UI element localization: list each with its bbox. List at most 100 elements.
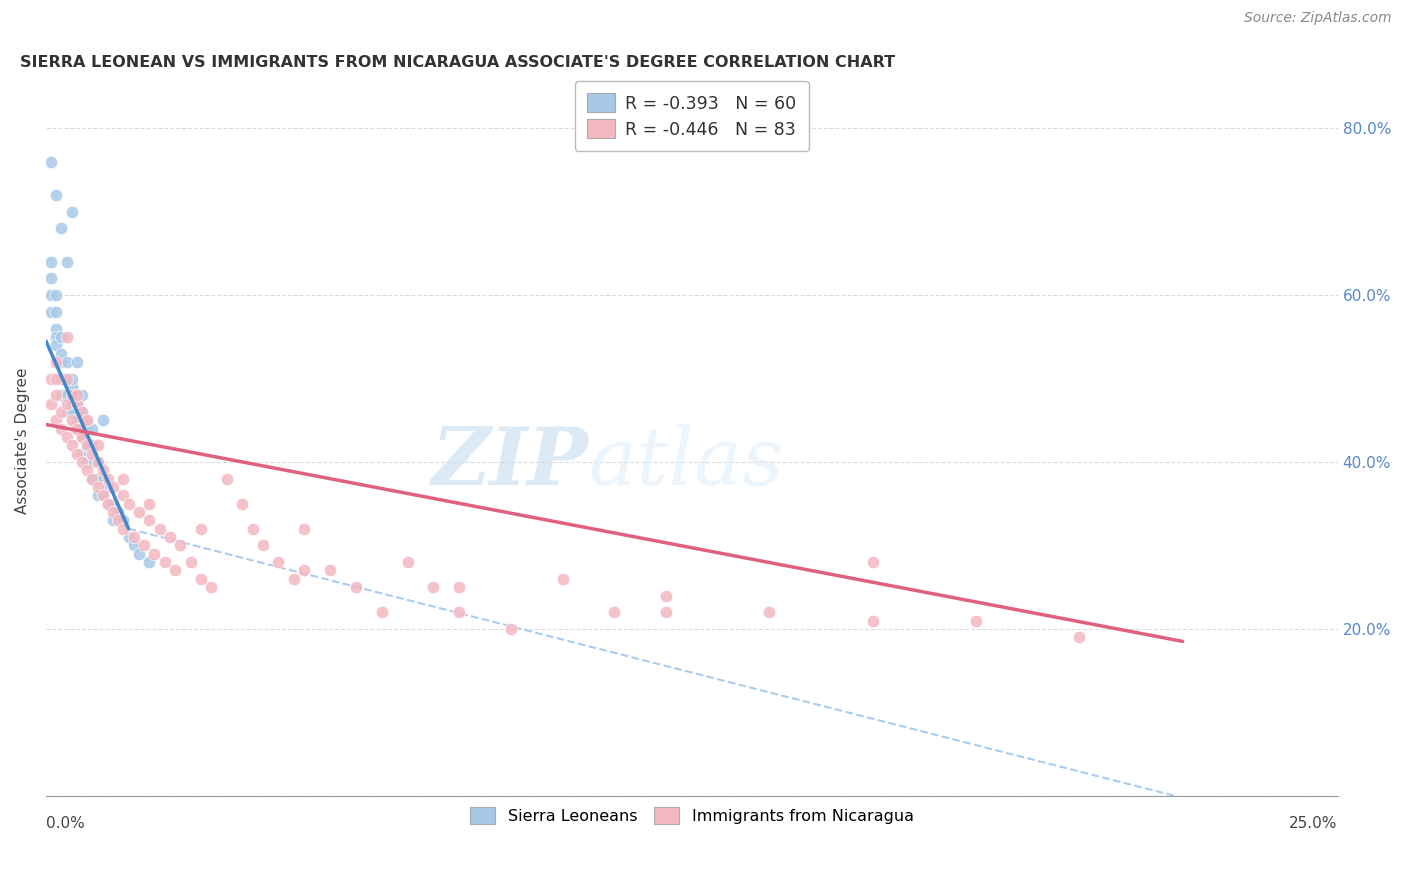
Point <box>1069 630 1091 644</box>
Point <box>117 530 139 544</box>
Point <box>55 430 77 444</box>
Point <box>60 380 83 394</box>
Point <box>371 605 394 619</box>
Point <box>655 605 678 619</box>
Text: ZIP: ZIP <box>432 424 589 501</box>
Point <box>91 488 114 502</box>
Point <box>76 438 98 452</box>
Point <box>215 472 238 486</box>
Point <box>66 422 89 436</box>
Point <box>91 463 114 477</box>
Point <box>45 371 67 385</box>
Point <box>551 572 574 586</box>
Point <box>51 405 73 419</box>
Point <box>242 522 264 536</box>
Point <box>66 447 89 461</box>
Point <box>76 455 98 469</box>
Point <box>45 321 67 335</box>
Point <box>55 405 77 419</box>
Point <box>76 438 98 452</box>
Point <box>51 221 73 235</box>
Point <box>396 555 419 569</box>
Point <box>117 497 139 511</box>
Point <box>112 513 135 527</box>
Point <box>82 455 104 469</box>
Point <box>45 305 67 319</box>
Point <box>101 513 124 527</box>
Point <box>112 522 135 536</box>
Point <box>97 497 120 511</box>
Point <box>45 338 67 352</box>
Point <box>86 488 108 502</box>
Point <box>138 513 160 527</box>
Point <box>165 564 187 578</box>
Point <box>655 589 678 603</box>
Point <box>499 622 522 636</box>
Point <box>70 405 93 419</box>
Point <box>66 396 89 410</box>
Point <box>66 413 89 427</box>
Point <box>91 488 114 502</box>
Point <box>39 371 62 385</box>
Point <box>159 530 181 544</box>
Text: 25.0%: 25.0% <box>1289 815 1337 830</box>
Point <box>107 513 129 527</box>
Point <box>70 422 93 436</box>
Point <box>134 538 156 552</box>
Point <box>60 204 83 219</box>
Point <box>128 505 150 519</box>
Point <box>60 396 83 410</box>
Point <box>55 330 77 344</box>
Point <box>76 413 98 427</box>
Point <box>200 580 222 594</box>
Point <box>55 355 77 369</box>
Point <box>97 480 120 494</box>
Point <box>91 413 114 427</box>
Point <box>112 472 135 486</box>
Point <box>112 488 135 502</box>
Point <box>70 405 93 419</box>
Point <box>66 388 89 402</box>
Point <box>862 555 884 569</box>
Point <box>51 388 73 402</box>
Point <box>82 472 104 486</box>
Point <box>292 564 315 578</box>
Point <box>169 538 191 552</box>
Point <box>45 388 67 402</box>
Point <box>55 371 77 385</box>
Point <box>51 346 73 360</box>
Point <box>70 430 93 444</box>
Point <box>283 572 305 586</box>
Point <box>45 288 67 302</box>
Point <box>60 388 83 402</box>
Point <box>190 572 212 586</box>
Point <box>344 580 367 594</box>
Point <box>39 254 62 268</box>
Point <box>55 388 77 402</box>
Point <box>422 580 444 594</box>
Point <box>45 330 67 344</box>
Point <box>86 455 108 469</box>
Point <box>39 271 62 285</box>
Point <box>138 497 160 511</box>
Legend: Sierra Leoneans, Immigrants from Nicaragua: Sierra Leoneans, Immigrants from Nicarag… <box>460 797 924 834</box>
Point <box>143 547 166 561</box>
Point <box>128 547 150 561</box>
Point <box>862 614 884 628</box>
Point <box>190 522 212 536</box>
Point <box>70 447 93 461</box>
Point <box>101 480 124 494</box>
Point <box>55 396 77 410</box>
Point <box>66 396 89 410</box>
Point <box>66 388 89 402</box>
Point <box>180 555 202 569</box>
Point <box>82 447 104 461</box>
Point <box>51 422 73 436</box>
Point <box>51 330 73 344</box>
Point <box>122 538 145 552</box>
Point <box>97 472 120 486</box>
Point <box>39 396 62 410</box>
Point <box>107 505 129 519</box>
Point <box>70 388 93 402</box>
Point <box>51 371 73 385</box>
